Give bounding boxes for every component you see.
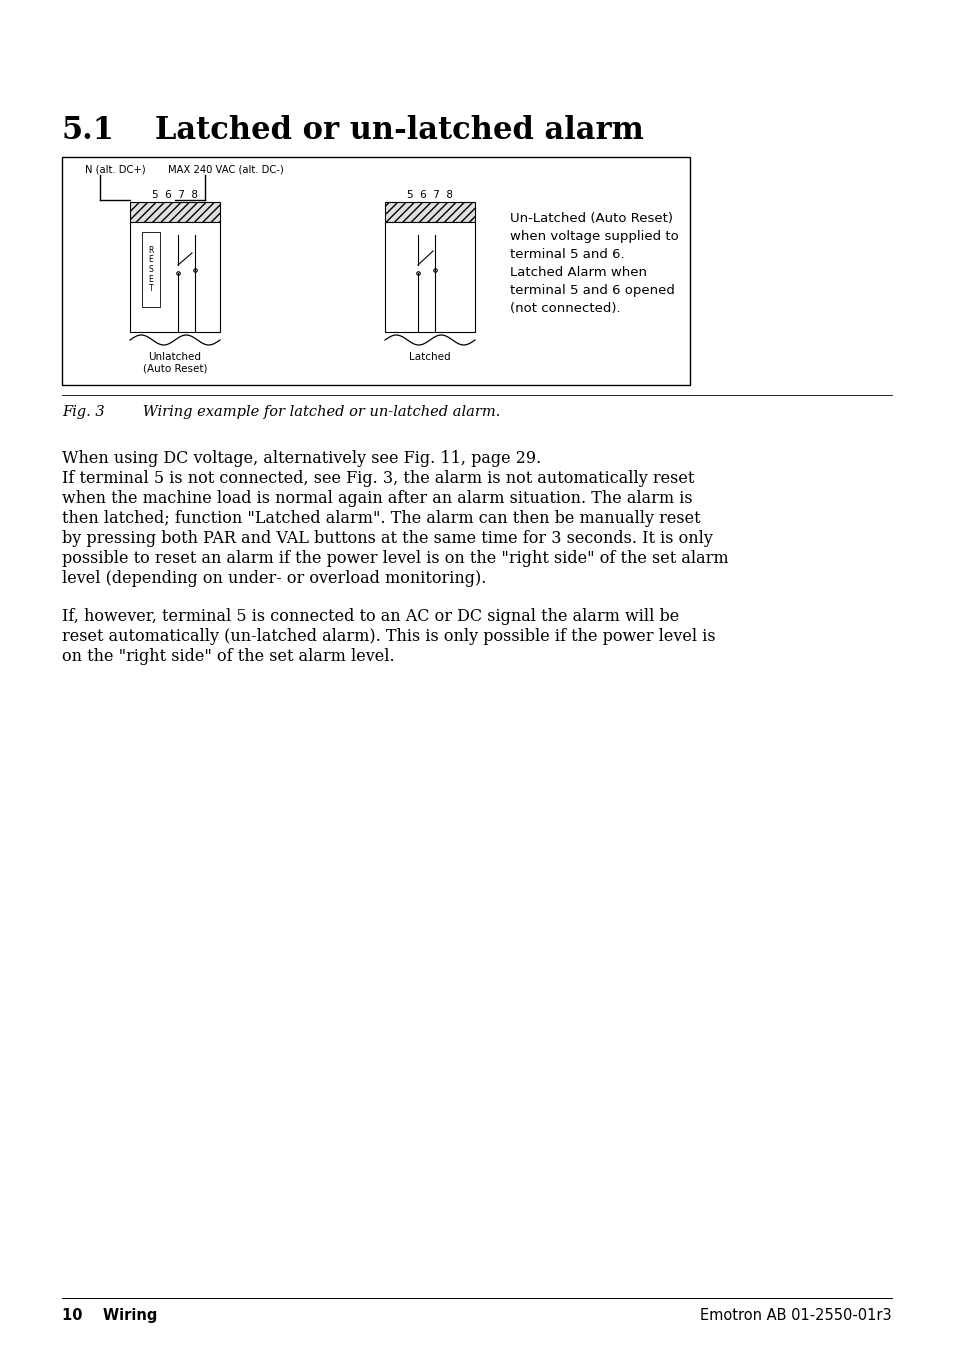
Text: Un-Latched (Auto Reset): Un-Latched (Auto Reset) <box>510 212 672 224</box>
Bar <box>62 157 689 385</box>
Text: Latched or un-latched alarm: Latched or un-latched alarm <box>154 115 643 146</box>
Text: Unlatched
(Auto Reset): Unlatched (Auto Reset) <box>143 352 207 373</box>
Text: Emotron AB 01-2550-01r3: Emotron AB 01-2550-01r3 <box>700 1307 891 1324</box>
Bar <box>385 201 475 222</box>
Text: by pressing both PAR and VAL buttons at the same time for 3 seconds. It is only: by pressing both PAR and VAL buttons at … <box>62 530 712 548</box>
Text: on the "right side" of the set alarm level.: on the "right side" of the set alarm lev… <box>62 648 395 665</box>
Text: N (alt. DC+): N (alt. DC+) <box>85 165 146 174</box>
Text: then latched; function "Latched alarm". The alarm can then be manually reset: then latched; function "Latched alarm". … <box>62 510 700 527</box>
Text: when the machine load is normal again after an alarm situation. The alarm is: when the machine load is normal again af… <box>62 489 692 507</box>
Text: Latched Alarm when: Latched Alarm when <box>510 266 646 279</box>
Text: reset automatically (un-latched alarm). This is only possible if the power level: reset automatically (un-latched alarm). … <box>62 627 715 645</box>
Bar <box>142 233 160 307</box>
Text: possible to reset an alarm if the power level is on the "right side" of the set : possible to reset an alarm if the power … <box>62 550 728 566</box>
Text: If terminal 5 is not connected, see Fig. 3, the alarm is not automatically reset: If terminal 5 is not connected, see Fig.… <box>62 470 694 487</box>
Text: R
E
S
E
T: R E S E T <box>148 246 153 293</box>
Bar <box>130 201 220 222</box>
Text: terminal 5 and 6 opened: terminal 5 and 6 opened <box>510 284 674 297</box>
Text: when voltage supplied to: when voltage supplied to <box>510 230 678 243</box>
Text: 10    Wiring: 10 Wiring <box>62 1307 157 1324</box>
Text: If, however, terminal 5 is connected to an AC or DC signal the alarm will be: If, however, terminal 5 is connected to … <box>62 608 679 625</box>
Text: Latched: Latched <box>409 352 451 362</box>
Text: terminal 5 and 6.: terminal 5 and 6. <box>510 247 624 261</box>
Text: MAX 240 VAC (alt. DC-): MAX 240 VAC (alt. DC-) <box>168 165 283 174</box>
Bar <box>130 222 220 333</box>
Text: Fig. 3: Fig. 3 <box>62 406 105 419</box>
Text: level (depending on under- or overload monitoring).: level (depending on under- or overload m… <box>62 571 486 587</box>
Text: (not connected).: (not connected). <box>510 301 620 315</box>
Text: 5  6  7  8: 5 6 7 8 <box>407 191 453 200</box>
Text: Wiring example for latched or un-latched alarm.: Wiring example for latched or un-latched… <box>115 406 500 419</box>
Text: 5  6  7  8: 5 6 7 8 <box>152 191 198 200</box>
Bar <box>385 222 475 333</box>
Text: When using DC voltage, alternatively see Fig. 11, page 29.: When using DC voltage, alternatively see… <box>62 450 540 466</box>
Text: 5.1: 5.1 <box>62 115 114 146</box>
